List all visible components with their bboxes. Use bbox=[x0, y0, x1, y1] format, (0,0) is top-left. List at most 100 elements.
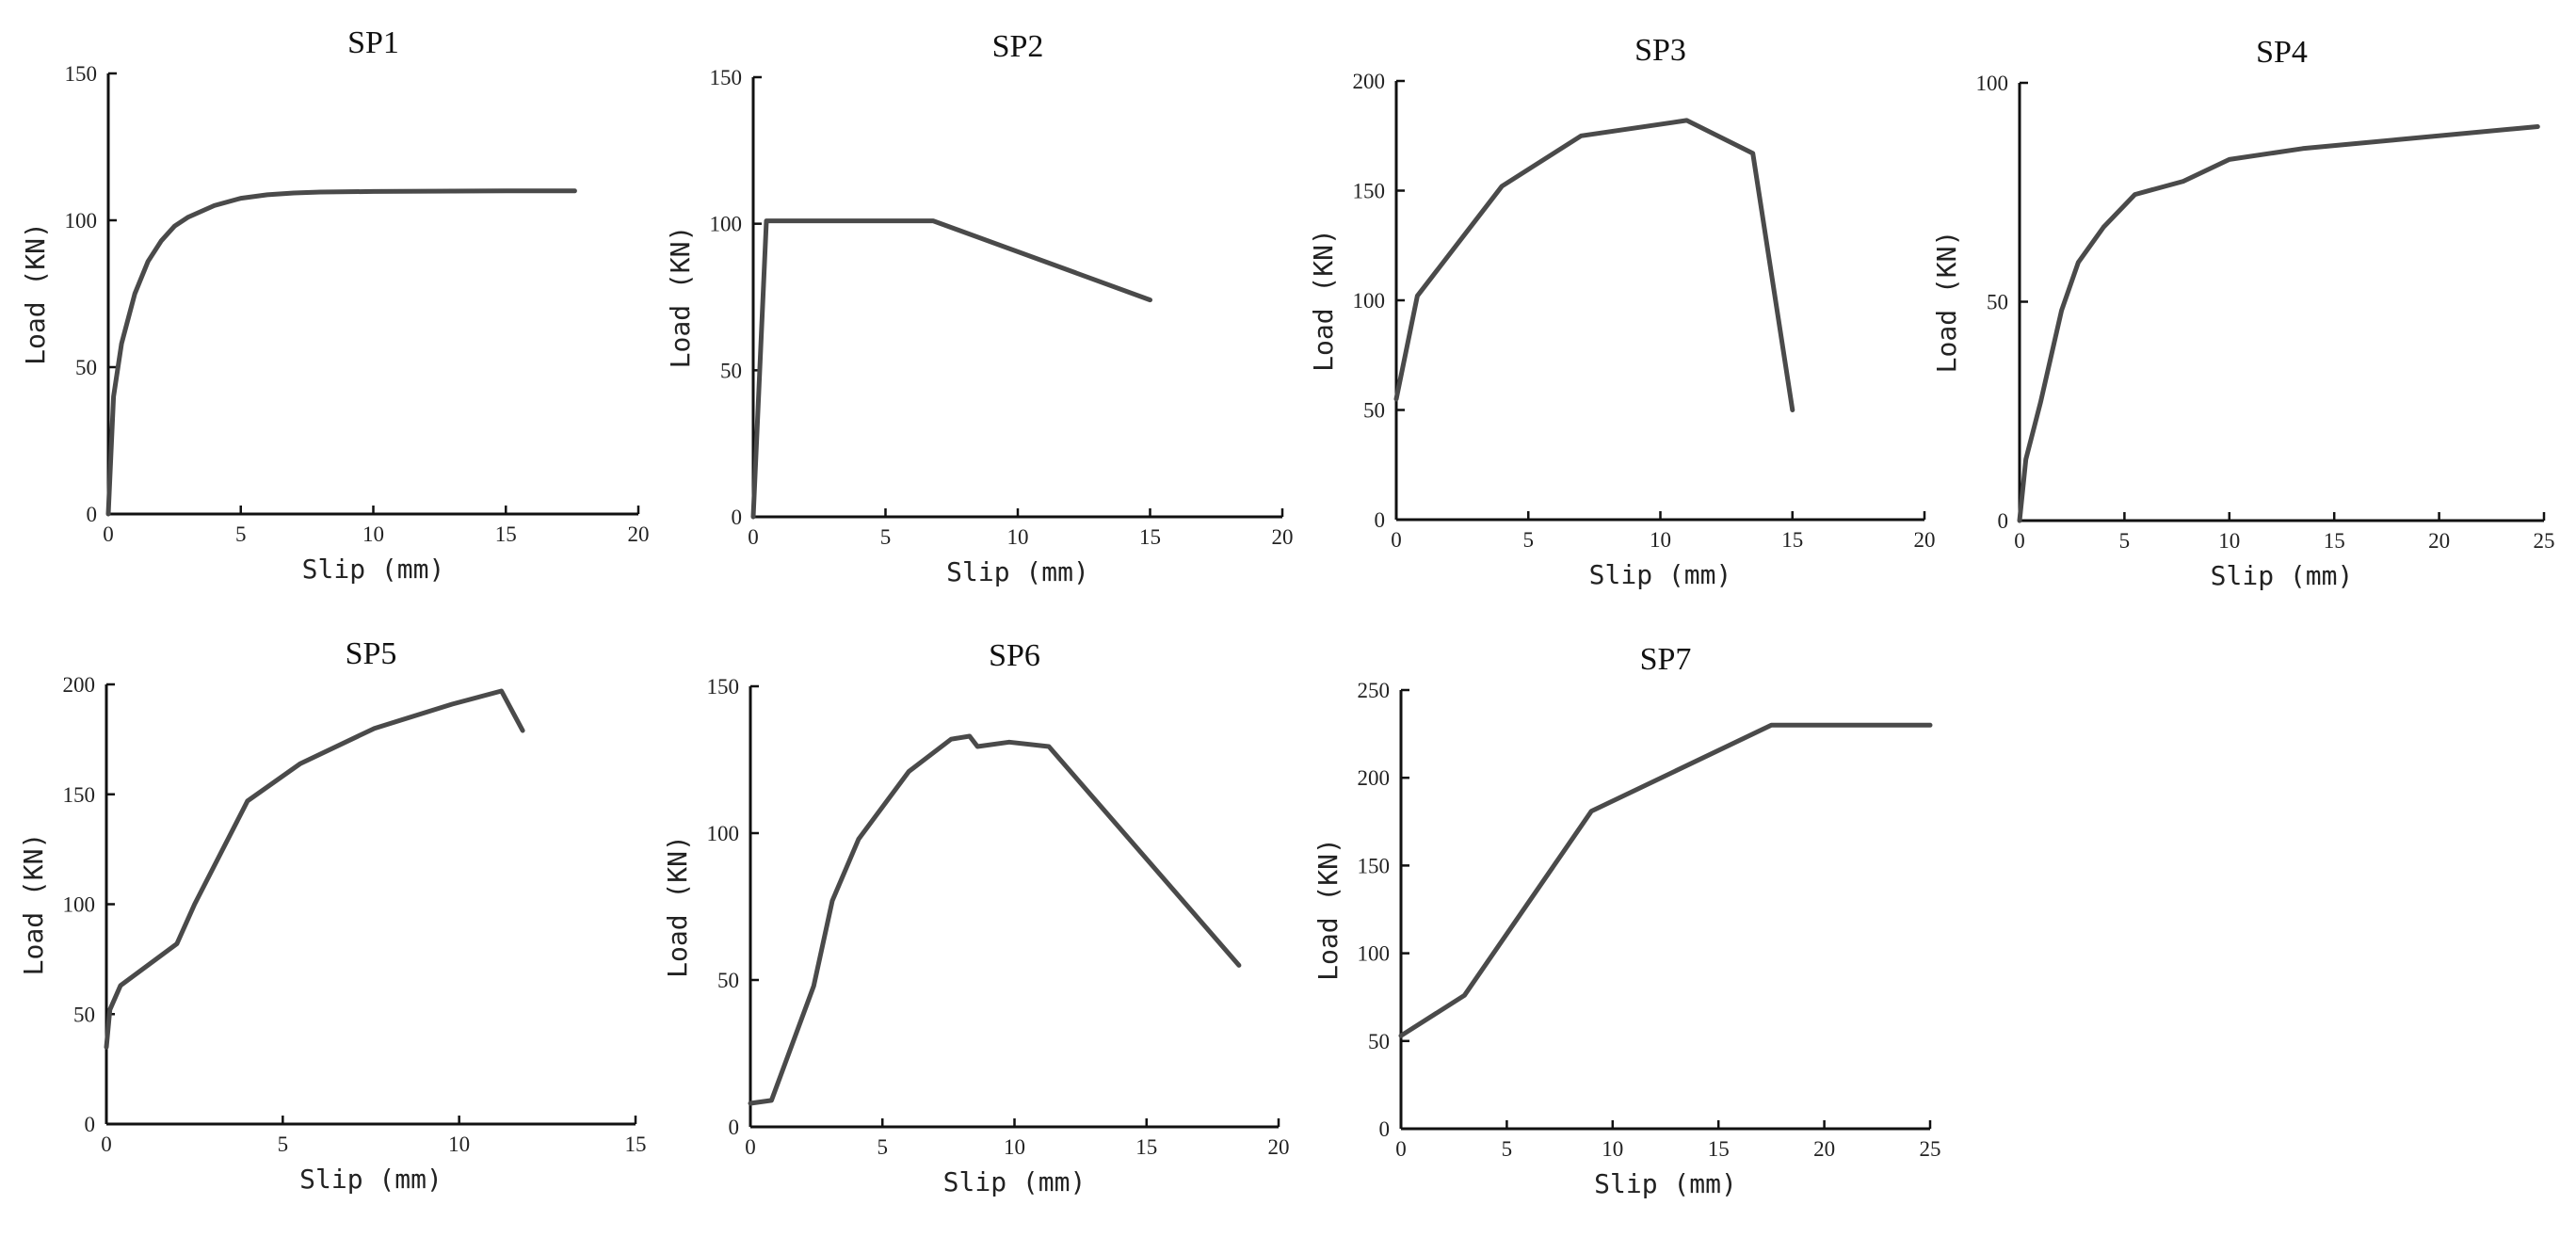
y-tick-label: 50 bbox=[717, 969, 739, 992]
y-tick-label: 150 bbox=[1358, 854, 1391, 877]
chart-title: SP2 bbox=[992, 29, 1044, 64]
y-tick-label: 0 bbox=[1998, 509, 2009, 533]
x-axis-label: Slip (mm) bbox=[943, 1166, 1087, 1197]
y-tick-label: 50 bbox=[1363, 399, 1385, 423]
x-tick-label: 5 bbox=[880, 525, 892, 549]
y-tick-label: 50 bbox=[720, 359, 742, 382]
x-tick-label: 15 bbox=[1708, 1137, 1730, 1161]
y-tick-label: 200 bbox=[1358, 766, 1391, 790]
x-tick-label: 10 bbox=[1004, 1135, 1025, 1159]
x-tick-label: 15 bbox=[1135, 1135, 1157, 1159]
y-tick-label: 150 bbox=[1353, 180, 1386, 203]
x-tick-label: 20 bbox=[1813, 1137, 1835, 1161]
x-tick-label: 10 bbox=[1602, 1137, 1623, 1161]
y-tick-label: 150 bbox=[710, 66, 743, 89]
chart-title: SP4 bbox=[2256, 35, 2308, 70]
y-tick-label: 100 bbox=[1976, 72, 2009, 95]
series-line-sp7 bbox=[1398, 722, 1933, 1038]
x-tick-label: 0 bbox=[103, 522, 114, 546]
series-line-sp4 bbox=[2017, 124, 2540, 523]
x-tick-label: 10 bbox=[362, 522, 384, 546]
x-axis-label: Slip (mm) bbox=[946, 556, 1089, 587]
x-tick-label: 0 bbox=[1395, 1137, 1407, 1161]
chart-panel-sp4: SP4 0 5 10 15 20 25 0 50 100 Slip (mm) Load (KN) bbox=[1931, 35, 2555, 591]
series-line-sp3 bbox=[1393, 118, 1795, 412]
y-tick-label: 0 bbox=[85, 1113, 96, 1136]
x-tick-label: 20 bbox=[2428, 529, 2450, 553]
x-axis-label: Slip (mm) bbox=[1594, 1168, 1737, 1199]
y-tick-label: 0 bbox=[729, 1116, 740, 1139]
y-tick-label: 50 bbox=[73, 1003, 95, 1026]
x-tick-label: 5 bbox=[278, 1133, 289, 1156]
y-tick-label: 50 bbox=[75, 356, 97, 379]
x-tick-label: 20 bbox=[1268, 1135, 1290, 1159]
x-tick-label: 0 bbox=[1391, 528, 1402, 552]
x-tick-label: 15 bbox=[1781, 528, 1803, 552]
y-tick-label: 0 bbox=[87, 503, 98, 526]
chart-panel-sp2: SP2 0 5 10 15 20 0 50 100 150 Slip (mm) Load (KN) bbox=[665, 29, 1294, 587]
y-tick-label: 100 bbox=[65, 209, 98, 233]
y-tick-label: 200 bbox=[63, 673, 96, 697]
x-tick-label: 0 bbox=[2014, 529, 2025, 553]
x-tick-label: 10 bbox=[448, 1133, 470, 1156]
x-tick-label: 10 bbox=[1650, 528, 1671, 552]
y-tick-label: 0 bbox=[732, 506, 743, 529]
x-axis-label: Slip (mm) bbox=[299, 1164, 443, 1195]
y-axis-label: Load (KN) bbox=[18, 833, 49, 976]
y-tick-label: 100 bbox=[1353, 289, 1386, 313]
series-line-sp1 bbox=[105, 188, 577, 517]
x-tick-label: 0 bbox=[745, 1135, 756, 1159]
y-tick-label: 100 bbox=[710, 213, 743, 236]
y-axis-label: Load (KN) bbox=[662, 835, 693, 978]
y-tick-label: 100 bbox=[707, 822, 740, 845]
x-tick-label: 5 bbox=[877, 1135, 889, 1159]
x-tick-label: 15 bbox=[1139, 525, 1161, 549]
chart-panel-sp6: SP6 0 5 10 15 20 0 50 100 150 Slip (mm) Load (KN) bbox=[662, 638, 1290, 1197]
x-axis-label: Slip (mm) bbox=[1589, 559, 1732, 590]
y-axis-label: Load (KN) bbox=[665, 226, 696, 369]
y-tick-label: 50 bbox=[1368, 1030, 1390, 1053]
y-tick-label: 100 bbox=[63, 893, 96, 917]
x-tick-label: 20 bbox=[1914, 528, 1936, 552]
y-tick-label: 0 bbox=[1379, 1117, 1391, 1141]
x-tick-label: 0 bbox=[101, 1133, 112, 1156]
x-tick-label: 10 bbox=[1007, 525, 1029, 549]
y-axis-label: Load (KN) bbox=[1308, 229, 1339, 372]
chart-title: SP6 bbox=[989, 638, 1040, 673]
x-tick-label: 20 bbox=[628, 522, 650, 546]
x-tick-label: 5 bbox=[1523, 528, 1535, 552]
y-tick-label: 100 bbox=[1358, 942, 1391, 966]
chart-title: SP3 bbox=[1634, 33, 1686, 68]
x-tick-label: 20 bbox=[1272, 525, 1294, 549]
y-tick-label: 250 bbox=[1358, 679, 1391, 702]
x-tick-label: 15 bbox=[495, 522, 517, 546]
x-tick-label: 15 bbox=[625, 1133, 647, 1156]
y-axis-label: Load (KN) bbox=[1931, 231, 1962, 374]
x-tick-label: 5 bbox=[2119, 529, 2131, 553]
y-tick-label: 200 bbox=[1353, 70, 1386, 93]
x-tick-label: 5 bbox=[235, 522, 247, 546]
chart-panel-sp1: SP1 0 5 10 15 20 0 50 100 150 Slip (mm) Load (KN) bbox=[20, 25, 650, 585]
y-tick-label: 150 bbox=[65, 62, 98, 86]
chart-title: SP5 bbox=[346, 636, 397, 671]
y-axis-label: Load (KN) bbox=[20, 222, 51, 365]
y-tick-label: 150 bbox=[707, 675, 740, 699]
series-line-sp2 bbox=[750, 218, 1152, 520]
x-tick-label: 25 bbox=[2534, 529, 2555, 553]
y-tick-label: 50 bbox=[1987, 291, 2008, 314]
y-axis-label: Load (KN) bbox=[1312, 838, 1344, 981]
x-tick-label: 15 bbox=[2324, 529, 2345, 553]
chart-title: SP1 bbox=[347, 25, 399, 60]
series-line-sp5 bbox=[104, 688, 525, 1050]
x-tick-label: 10 bbox=[2218, 529, 2240, 553]
chart-title: SP7 bbox=[1640, 642, 1692, 677]
x-axis-label: Slip (mm) bbox=[302, 554, 445, 585]
x-tick-label: 0 bbox=[748, 525, 759, 549]
y-tick-label: 0 bbox=[1375, 508, 1386, 532]
x-tick-label: 5 bbox=[1502, 1137, 1513, 1161]
x-axis-label: Slip (mm) bbox=[2211, 560, 2354, 591]
